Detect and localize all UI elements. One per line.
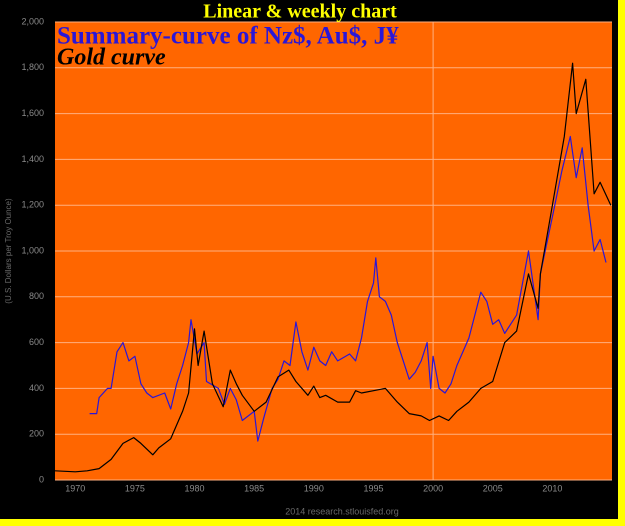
x-tick-label: 2005 (483, 483, 503, 493)
legend-entry: Summary-curve of Nz$, Au$, J¥ (57, 23, 399, 50)
y-tick-label: 1,200 (21, 200, 44, 210)
bottom-strip (0, 519, 625, 526)
y-tick-label: 200 (29, 429, 44, 439)
chart-title: Linear & weekly chart (203, 1, 397, 23)
x-tick-label: 1970 (65, 483, 85, 493)
footer: 2014 research.stlouisfed.org (285, 506, 399, 516)
series-line (89, 135, 607, 442)
right-strip (618, 0, 625, 526)
y-tick-label: 400 (29, 383, 44, 393)
x-tick-label: 2000 (423, 483, 443, 493)
series-line (54, 62, 612, 473)
y-tick-label: 1,600 (21, 108, 44, 118)
x-tick-label: 1985 (244, 483, 264, 493)
y-axis-label: (U.S. Dollars per Troy Ounce) (4, 198, 13, 304)
y-tick-label: 1,800 (21, 62, 44, 72)
x-tick-label: 1975 (125, 483, 145, 493)
y-tick-label: 600 (29, 337, 44, 347)
y-tick-label: 0 (39, 474, 44, 484)
x-tick-label: 1990 (304, 483, 324, 493)
grid (55, 21, 612, 481)
y-tick-label: 800 (29, 291, 44, 301)
legend-entry: Gold curve (57, 45, 166, 71)
y-tick-label: 2,000 (21, 16, 44, 26)
y-tick-label: 1,400 (21, 154, 44, 164)
x-tick-label: 2010 (542, 483, 562, 493)
y-tick-label: 1,000 (21, 245, 44, 255)
lines (54, 62, 612, 473)
x-tick-label: 1980 (185, 483, 205, 493)
x-tick-label: 1995 (363, 483, 383, 493)
